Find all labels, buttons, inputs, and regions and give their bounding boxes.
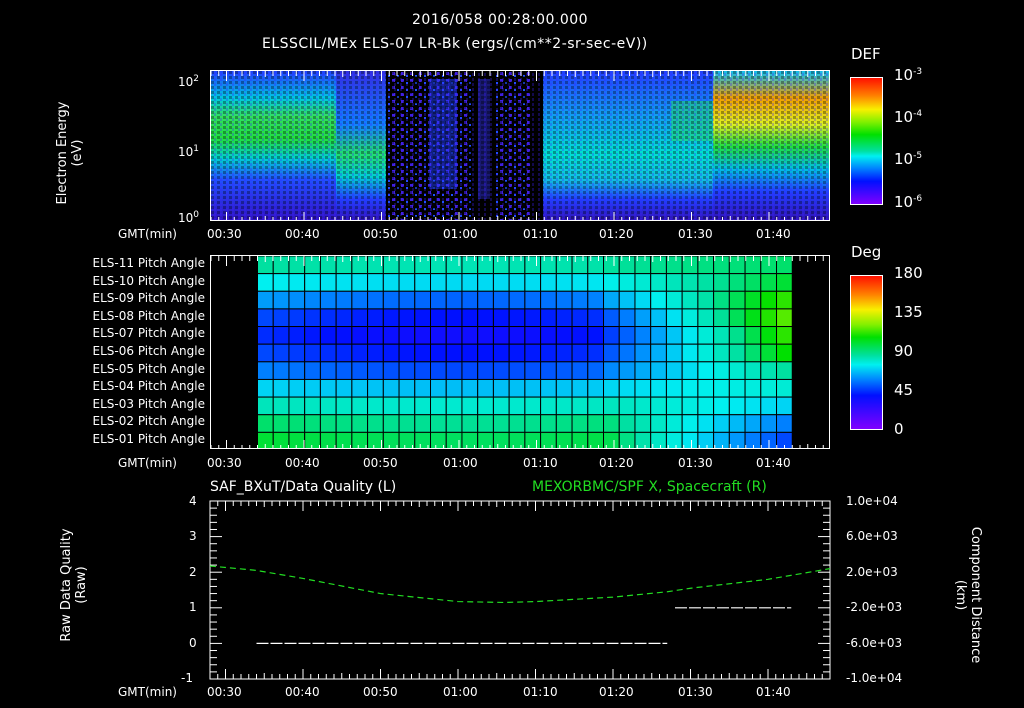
- panel1-xtick: 00:30: [207, 227, 242, 241]
- panel3-ylabel-right-line1: Component Distance: [968, 526, 983, 664]
- panel3-left-title: SAF_BXuT/Data Quality (L): [210, 479, 397, 495]
- pitch-angle-row-labels: ELS-11 Pitch Angle ELS-10 Pitch Angle EL…: [0, 256, 205, 448]
- panel3-xtick: 01:30: [678, 685, 713, 699]
- plot-title: ELSSCIL/MEx ELS-07 LR-Bk (ergs/(cm**2-sr…: [262, 36, 648, 52]
- colorbar-def: [850, 77, 883, 205]
- panel2-xtick: 00:50: [363, 456, 398, 470]
- colorbar2-tick: 90: [894, 342, 914, 360]
- colorbar1-tick: 10-4: [894, 108, 923, 126]
- panel1-xtick: 01:20: [599, 227, 634, 241]
- panel1-ylabel: Electron Energy (eV): [55, 73, 85, 233]
- colorbar1-tick: 10-5: [894, 150, 923, 168]
- line-plot[interactable]: [209, 500, 831, 680]
- panel3-ytick-right: 2.0e+03: [846, 565, 898, 579]
- panel3-ytick-right: 1.0e+04: [846, 494, 898, 508]
- panel3-ylabel-left-line1: Raw Data Quality: [59, 528, 74, 642]
- colorbar2-tick: 135: [894, 303, 923, 321]
- panel3-ytick-right: -2.0e+03: [846, 600, 903, 614]
- row-label: ELS-08 Pitch Angle: [92, 308, 205, 323]
- panel1-ylabel-line1: Electron Energy: [55, 101, 70, 205]
- panel1-xtick: 00:50: [363, 227, 398, 241]
- panel2-xtick: 01:30: [678, 456, 713, 470]
- panel1-xtick: 01:10: [523, 227, 558, 241]
- row-label: ELS-03 Pitch Angle: [92, 396, 205, 411]
- panel3-ylabel-left-line2: (Raw): [74, 566, 89, 604]
- row-label: ELS-11 Pitch Angle: [92, 256, 205, 270]
- row-label: ELS-01 Pitch Angle: [92, 432, 205, 446]
- row-label: ELS-04 Pitch Angle: [92, 379, 205, 394]
- panel3-xtick: 01:40: [756, 685, 791, 699]
- row-label: ELS-05 Pitch Angle: [92, 361, 205, 376]
- plot-timestamp: 2016/058 00:28:00.000: [412, 12, 589, 28]
- panel3-xtick: 00:40: [285, 685, 320, 699]
- panel3-ytick-left: 1: [189, 600, 197, 614]
- panel3-ytick-right: -1.0e+04: [846, 671, 903, 685]
- row-label: ELS-07 Pitch Angle: [92, 326, 205, 341]
- colorbar2-title: Deg: [851, 243, 882, 261]
- panel1-ytick-1: 100: [178, 210, 200, 225]
- panel3-ytick-right: 6.0e+03: [846, 529, 898, 543]
- panel1-xtick: 01:40: [756, 227, 791, 241]
- panel1-ytick-100: 102: [178, 74, 200, 89]
- panel3-ytick-left: -1: [181, 671, 193, 685]
- panel1-ytick-10: 101: [178, 144, 200, 159]
- panel2-xtick: 00:40: [285, 456, 320, 470]
- spectrogram-heatmap: [211, 71, 829, 220]
- panel1-xtick: 00:40: [285, 227, 320, 241]
- colorbar2-tick: 180: [894, 264, 923, 282]
- row-label: ELS-06 Pitch Angle: [92, 344, 205, 358]
- colorbar1-title: DEF: [851, 45, 881, 63]
- colorbar2-tick: 45: [894, 381, 914, 399]
- panel2-xtick: 01:10: [523, 456, 558, 470]
- row-label: ELS-02 Pitch Angle: [92, 414, 205, 429]
- panel2-xlabel: GMT(min): [118, 456, 177, 470]
- panel1-xtick: 01:00: [443, 227, 478, 241]
- panel3-xtick: 01:00: [443, 685, 478, 699]
- panel2-xtick: 01:40: [756, 456, 791, 470]
- row-label: ELS-09 Pitch Angle: [92, 291, 205, 306]
- line-plot-svg: [209, 500, 831, 680]
- colorbar2-tick: 0: [894, 420, 904, 438]
- panel3-xtick: 00:30: [207, 685, 242, 699]
- panel3-ylabel-right-line2: (km): [953, 579, 968, 611]
- colorbar1-tick: 10-6: [894, 193, 923, 211]
- spectrogram-axis-ticks: [211, 71, 824, 220]
- pitch-angle-plot[interactable]: [210, 255, 830, 449]
- row-label: ELS-10 Pitch Angle: [92, 273, 205, 288]
- panel2-xtick: 01:00: [443, 456, 478, 470]
- panel3-ylabel-left: Raw Data Quality (Raw): [59, 505, 89, 665]
- panel3-ytick-left: 0: [189, 636, 197, 650]
- spectrogram-plot[interactable]: [210, 70, 830, 221]
- panel2-xtick: 01:20: [599, 456, 634, 470]
- panel3-ytick-right: -6.0e+03: [846, 636, 903, 650]
- panel2-xtick: 00:30: [207, 456, 242, 470]
- panel1-ylabel-line2: (eV): [70, 139, 85, 167]
- pitch-angle-heatmap: [211, 256, 824, 448]
- panel3-ylabel-right: Component Distance (km): [953, 505, 983, 685]
- colorbar1-tick: 10-3: [894, 66, 923, 84]
- panel3-ytick-left: 3: [189, 529, 197, 543]
- panel3-right-title: MEXORBMC/SPF X, Spacecraft (R): [532, 479, 767, 495]
- panel1-xlabel: GMT(min): [118, 227, 177, 241]
- panel1-xtick: 01:30: [678, 227, 713, 241]
- panel3-xtick: 01:10: [523, 685, 558, 699]
- panel3-xtick: 00:50: [363, 685, 398, 699]
- panel3-xlabel: GMT(min): [118, 685, 177, 699]
- panel3-ytick-left: 4: [189, 494, 197, 508]
- colorbar-deg: [850, 275, 883, 430]
- panel3-xtick: 01:20: [599, 685, 634, 699]
- panel3-ytick-left: 2: [189, 565, 197, 579]
